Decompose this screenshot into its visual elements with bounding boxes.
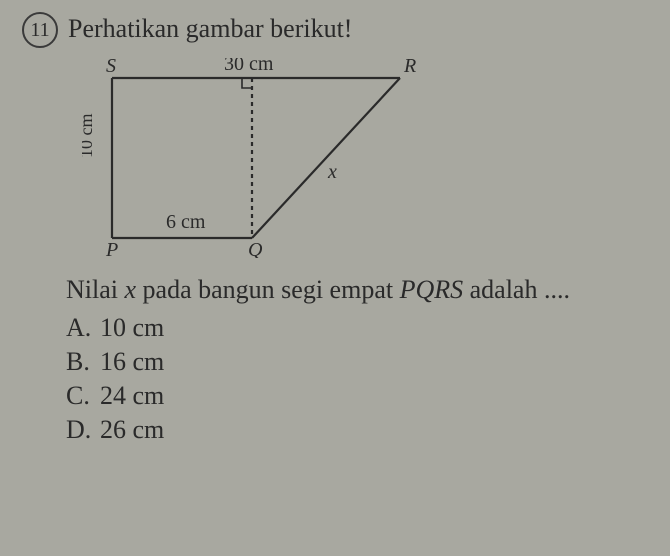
svg-text:30 cm: 30 cm bbox=[224, 58, 274, 75]
option-d: D.26 cm bbox=[66, 415, 650, 445]
stem-shape: PQRS bbox=[400, 275, 464, 304]
option-text: 16 cm bbox=[100, 347, 164, 376]
question-stem: Nilai x pada bangun segi empat PQRS adal… bbox=[66, 275, 650, 305]
svg-text:x: x bbox=[327, 161, 337, 183]
question-prompt: Perhatikan gambar berikut! bbox=[68, 12, 352, 44]
figure-wrap: S R P Q 30 cm 10 cm 6 cm x bbox=[82, 58, 650, 263]
options-list: A.10 cm B.16 cm C.24 cm D.26 cm bbox=[66, 313, 650, 445]
option-text: 10 cm bbox=[100, 313, 164, 342]
question-number: 11 bbox=[30, 19, 49, 42]
option-letter: A. bbox=[66, 313, 100, 343]
svg-text:6 cm: 6 cm bbox=[166, 211, 206, 233]
option-text: 26 cm bbox=[100, 415, 164, 444]
page: 11 Perhatikan gambar berikut! S R P Q 30 cm 1… bbox=[0, 0, 670, 445]
stem-post: adalah .... bbox=[463, 275, 570, 304]
option-letter: D. bbox=[66, 415, 100, 445]
option-letter: B. bbox=[66, 347, 100, 377]
option-b: B.16 cm bbox=[66, 347, 650, 377]
stem-mid: pada bangun segi empat bbox=[136, 275, 400, 304]
option-letter: C. bbox=[66, 381, 100, 411]
question-number-circle: 11 bbox=[22, 12, 58, 48]
svg-text:S: S bbox=[106, 58, 116, 77]
option-c: C.24 cm bbox=[66, 381, 650, 411]
question-line: 11 Perhatikan gambar berikut! bbox=[22, 12, 650, 48]
option-a: A.10 cm bbox=[66, 313, 650, 343]
svg-text:R: R bbox=[403, 58, 416, 77]
svg-text:P: P bbox=[105, 239, 118, 258]
stem-var: x bbox=[125, 275, 137, 304]
svg-text:10 cm: 10 cm bbox=[82, 114, 96, 159]
stem-pre: Nilai bbox=[66, 275, 125, 304]
geometry-figure: S R P Q 30 cm 10 cm 6 cm x bbox=[82, 58, 442, 258]
svg-text:Q: Q bbox=[248, 239, 263, 258]
option-text: 24 cm bbox=[100, 381, 164, 410]
